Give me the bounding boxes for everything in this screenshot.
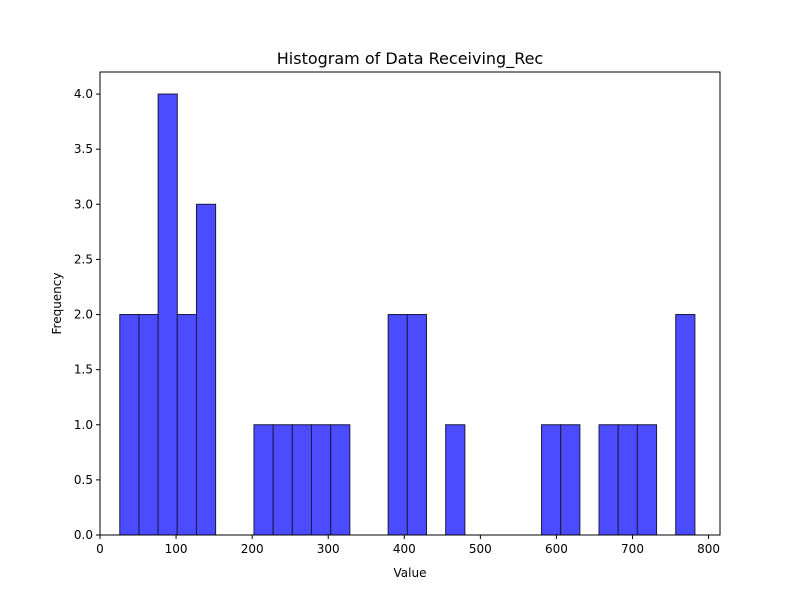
bars-group [119, 93, 696, 536]
x-tick-label: 700 [621, 542, 644, 556]
x-tick-label: 400 [393, 542, 416, 556]
histogram-bar [272, 424, 293, 536]
x-tick-label: 0 [96, 542, 104, 556]
y-tick-label: 3.5 [74, 142, 93, 156]
histogram-bar [253, 424, 274, 536]
x-tick-label: 500 [469, 542, 492, 556]
y-tick-label: 1.5 [74, 363, 93, 377]
x-axis-ticks: 0 100 200 300 400 500 600 700 800 [96, 535, 720, 556]
histogram-bar [560, 424, 581, 536]
histogram-bar [636, 424, 658, 536]
chart-title: Histogram of Data Receiving_Rec [277, 49, 543, 69]
histogram-bar [598, 424, 619, 536]
x-tick-label: 600 [545, 542, 568, 556]
x-axis-label: Value [394, 566, 427, 580]
histogram-bar [195, 203, 217, 536]
histogram-bar [406, 314, 428, 536]
y-tick-label: 1.0 [74, 418, 93, 432]
y-tick-label: 3.0 [74, 197, 93, 211]
x-tick-label: 800 [697, 542, 720, 556]
y-tick-label: 0.5 [74, 473, 93, 487]
y-axis-label: Frequency [50, 273, 64, 335]
histogram-bar [445, 424, 466, 536]
y-tick-label: 0.0 [74, 528, 93, 542]
histogram-bar [157, 93, 178, 536]
histogram-bar [291, 424, 312, 536]
histogram-bar [541, 424, 562, 536]
histogram-bar [387, 314, 408, 536]
x-tick-label: 100 [165, 542, 188, 556]
histogram-bar [330, 424, 351, 536]
histogram-bar [675, 314, 696, 536]
histogram-bar [138, 314, 159, 536]
y-tick-label: 2.0 [74, 308, 93, 322]
x-tick-label: 300 [317, 542, 340, 556]
histogram-bar [617, 424, 638, 536]
histogram-bar [119, 314, 140, 536]
y-axis-ticks: 0.0 0.5 1.0 1.5 2.0 2.5 3.0 3.5 4.0 [74, 87, 100, 542]
plot-frame [99, 71, 721, 536]
y-tick-label: 4.0 [74, 87, 93, 101]
x-tick-label: 200 [241, 542, 264, 556]
histogram-bar [176, 314, 197, 536]
histogram-bar [310, 424, 332, 536]
y-tick-label: 2.5 [74, 252, 93, 266]
